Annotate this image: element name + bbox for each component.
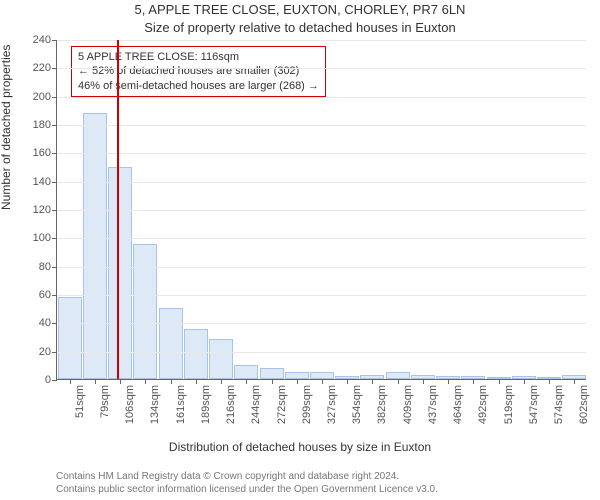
xtick-mark [70, 379, 71, 384]
ytick-label: 200 [33, 91, 57, 103]
gridline [57, 267, 586, 268]
histogram-bar [285, 372, 309, 379]
histogram-bar [260, 368, 284, 379]
xtick-label: 299sqm [301, 385, 313, 424]
ytick-label: 160 [33, 147, 57, 159]
ytick-label: 60 [39, 289, 57, 301]
gridline [57, 182, 586, 183]
x-axis-label: Distribution of detached houses by size … [0, 440, 600, 454]
xtick-label: 602sqm [578, 385, 590, 424]
attribution-text: Contains HM Land Registry data © Crown c… [56, 471, 438, 496]
histogram-bar [58, 297, 82, 379]
xtick-mark [322, 379, 323, 384]
xtick-label: 492sqm [477, 385, 489, 424]
xtick-mark [524, 379, 525, 384]
xtick-label: 547sqm [528, 385, 540, 424]
gridline [57, 210, 586, 211]
gridline [57, 153, 586, 154]
xtick-label: 134sqm [149, 385, 161, 424]
xtick-label: 327sqm [326, 385, 338, 424]
xtick-mark [574, 379, 575, 384]
xtick-label: 354sqm [351, 385, 363, 424]
histogram-bar [209, 339, 233, 379]
gridline [57, 295, 586, 296]
plot-area: 5 APPLE TREE CLOSE: 116sqm← 52% of detac… [56, 40, 586, 380]
xtick-mark [372, 379, 373, 384]
gridline [57, 68, 586, 69]
xtick-label: 51sqm [74, 385, 86, 418]
xtick-mark [448, 379, 449, 384]
ytick-label: 120 [33, 204, 57, 216]
xtick-label: 216sqm [225, 385, 237, 424]
ytick-label: 240 [33, 34, 57, 46]
xtick-mark [398, 379, 399, 384]
gridline [57, 125, 586, 126]
histogram-bar [133, 244, 157, 379]
xtick-mark [272, 379, 273, 384]
annotation-box: 5 APPLE TREE CLOSE: 116sqm← 52% of detac… [71, 46, 326, 97]
ytick-label: 40 [39, 317, 57, 329]
xtick-mark [347, 379, 348, 384]
xtick-mark [473, 379, 474, 384]
histogram-bar [108, 167, 132, 380]
xtick-label: 409sqm [402, 385, 414, 424]
xtick-mark [549, 379, 550, 384]
histogram-bar [184, 329, 208, 379]
gridline [57, 323, 586, 324]
y-axis-label: Number of detached properties [0, 45, 13, 210]
ytick-label: 180 [33, 119, 57, 131]
xtick-label: 574sqm [553, 385, 565, 424]
annotation-line: 46% of semi-detached houses are larger (… [78, 79, 319, 93]
xtick-label: 189sqm [200, 385, 212, 424]
xtick-label: 79sqm [99, 385, 111, 418]
xtick-mark [95, 379, 96, 384]
ytick-label: 20 [39, 346, 57, 358]
xtick-label: 464sqm [452, 385, 464, 424]
xtick-label: 161sqm [175, 385, 187, 424]
ytick-label: 220 [33, 62, 57, 74]
gridline [57, 238, 586, 239]
xtick-mark [120, 379, 121, 384]
chart-title: 5, APPLE TREE CLOSE, EUXTON, CHORLEY, PR… [0, 2, 600, 17]
reference-line [117, 40, 119, 379]
xtick-mark [297, 379, 298, 384]
annotation-line: ← 52% of detached houses are smaller (30… [78, 64, 319, 78]
ytick-label: 100 [33, 232, 57, 244]
xtick-label: 244sqm [250, 385, 262, 424]
histogram-bar [159, 308, 183, 379]
gridline [57, 97, 586, 98]
xtick-label: 272sqm [276, 385, 288, 424]
xtick-mark [221, 379, 222, 384]
chart-container: 5, APPLE TREE CLOSE, EUXTON, CHORLEY, PR… [0, 0, 600, 500]
ytick-label: 0 [45, 374, 57, 386]
xtick-label: 437sqm [427, 385, 439, 424]
xtick-label: 106sqm [124, 385, 136, 424]
attribution-line2: Contains public sector information licen… [56, 484, 438, 497]
histogram-bar [234, 365, 258, 379]
histogram-bar [310, 372, 334, 379]
histogram-bar [386, 372, 410, 379]
xtick-mark [145, 379, 146, 384]
xtick-label: 382sqm [376, 385, 388, 424]
annotation-line: 5 APPLE TREE CLOSE: 116sqm [78, 50, 319, 64]
xtick-label: 519sqm [503, 385, 515, 424]
gridline [57, 40, 586, 41]
xtick-mark [196, 379, 197, 384]
gridline [57, 352, 586, 353]
chart-subtitle: Size of property relative to detached ho… [0, 20, 600, 35]
ytick-label: 80 [39, 261, 57, 273]
attribution-line1: Contains HM Land Registry data © Crown c… [56, 471, 438, 484]
xtick-mark [423, 379, 424, 384]
xtick-mark [499, 379, 500, 384]
ytick-label: 140 [33, 176, 57, 188]
xtick-mark [171, 379, 172, 384]
xtick-mark [246, 379, 247, 384]
